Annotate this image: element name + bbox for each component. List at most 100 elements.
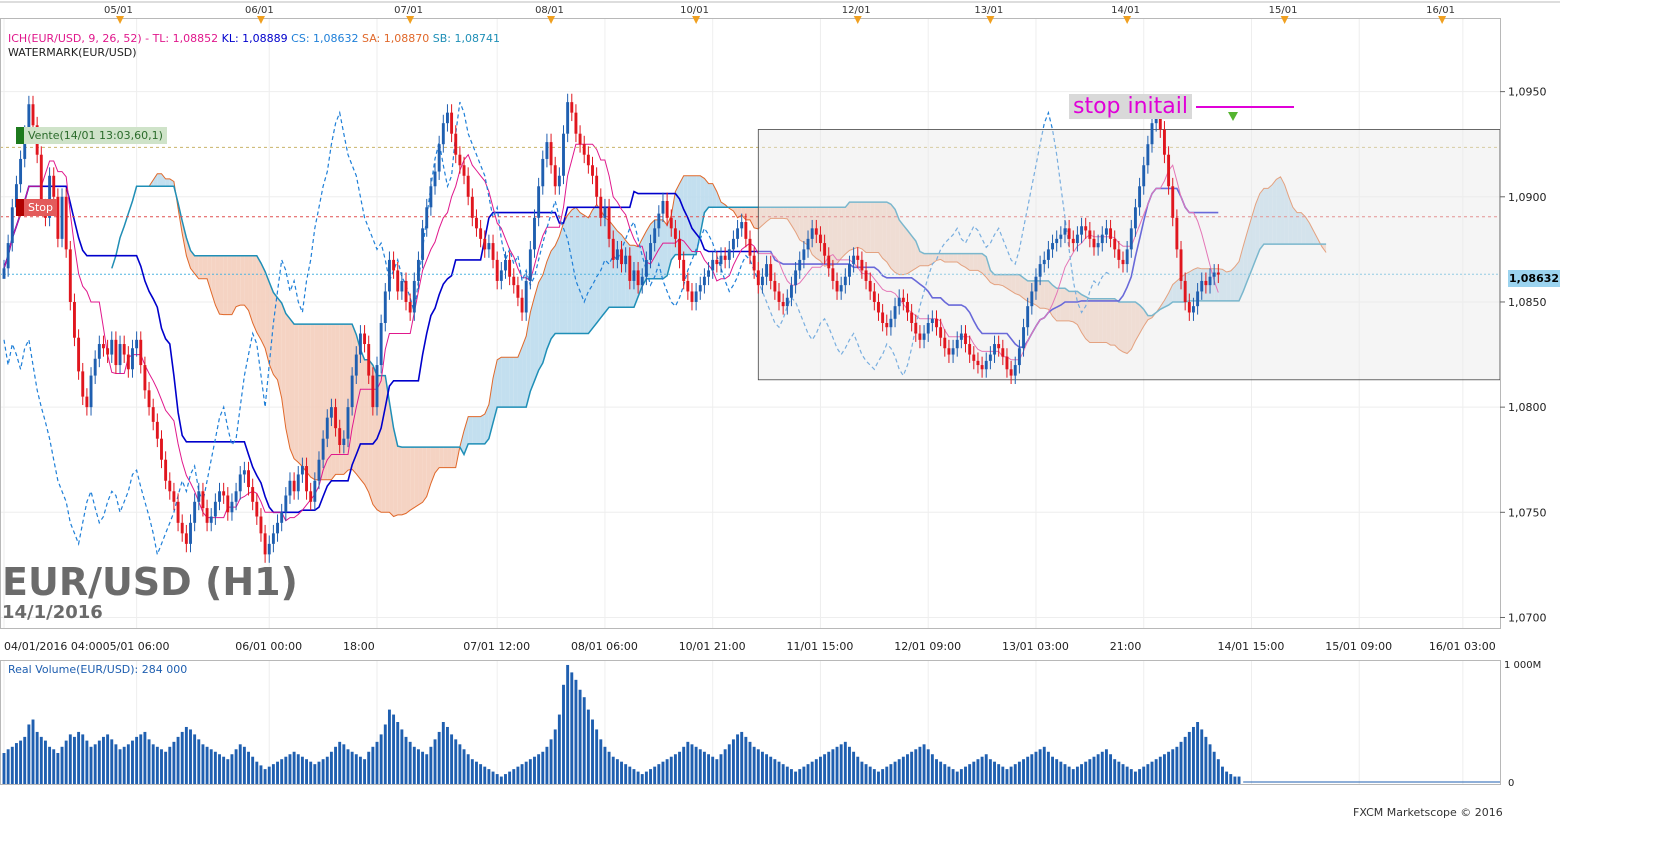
volume-bar: [557, 714, 561, 784]
cloud-segment: [401, 447, 407, 515]
volume-bar: [255, 761, 259, 784]
volume-bar: [404, 736, 408, 784]
cloud-segment: [468, 416, 473, 444]
cloud-segment: [443, 447, 448, 468]
candle-body: [354, 354, 358, 376]
cloud-segment: [567, 209, 572, 334]
candle-body: [1080, 226, 1084, 235]
candle-body: [1200, 280, 1204, 292]
volume-bar: [524, 761, 528, 784]
cloud-segment: [787, 207, 792, 226]
cloud-segment: [745, 207, 750, 220]
volume-bar: [387, 709, 391, 784]
candle-body: [329, 407, 333, 418]
cloud-segment: [754, 207, 759, 229]
volume-bar: [893, 761, 897, 784]
volume-bar: [512, 769, 516, 784]
candle-body: [520, 297, 524, 313]
volume-bar: [234, 749, 238, 784]
cloud-segment: [256, 255, 261, 340]
candle-body: [1001, 348, 1005, 357]
cloud-segment: [522, 336, 527, 408]
cloud-segment: [1168, 284, 1173, 306]
cloud-segment: [252, 255, 257, 333]
volume-bar: [64, 740, 68, 784]
candle-body: [877, 301, 880, 313]
cloud-segment: [505, 357, 510, 408]
cloud-segment: [439, 447, 444, 468]
cloud-segment: [1139, 305, 1144, 334]
volume-bar: [52, 749, 56, 784]
volume-bar: [85, 740, 89, 784]
candle-body: [1022, 327, 1025, 349]
volume-bar: [416, 749, 420, 784]
cloud-segment: [837, 207, 842, 264]
senkou-span-a-line: [111, 173, 1327, 518]
volume-bar: [562, 684, 565, 784]
volume-bar: [711, 756, 715, 784]
cloud-segment: [1243, 232, 1248, 292]
candle-body: [1158, 112, 1162, 130]
candle-body: [814, 228, 818, 235]
cloud-segment: [886, 202, 891, 269]
cloud-segment: [944, 253, 949, 262]
candle-body: [97, 344, 101, 359]
cloud-segment: [331, 324, 336, 480]
candle-body: [794, 270, 798, 286]
volume-bar: [325, 756, 329, 784]
cloud-segment: [907, 230, 912, 274]
volume-bar: [1038, 749, 1042, 784]
candle-body: [288, 480, 292, 496]
candle-body: [325, 417, 329, 439]
volume-bar: [56, 753, 60, 784]
volume-bar: [1113, 759, 1117, 784]
candle-body: [56, 196, 60, 239]
candle-body: [313, 480, 317, 502]
candle-body: [736, 228, 740, 239]
candle-body: [495, 259, 499, 281]
candle-body: [255, 501, 259, 517]
cloud-segment: [422, 447, 427, 503]
cloud-segment: [604, 217, 610, 313]
cloud-segment: [915, 240, 920, 269]
candle-body: [1030, 291, 1034, 307]
sell-order-tag[interactable]: Vente(14/01 13:03,60,1): [16, 127, 167, 144]
legend-ich: ICH(EUR/USD, 9, 26, 52) -: [8, 32, 150, 45]
candle-body: [114, 339, 118, 366]
candle-body: [1088, 230, 1092, 239]
candle-body: [383, 291, 387, 323]
cloud-segment: [335, 324, 340, 475]
volume-bar: [537, 754, 541, 784]
volume-bar: [686, 741, 690, 784]
volume-bar: [789, 769, 793, 784]
candle-body: [267, 543, 271, 555]
cloud-segment: [1280, 176, 1285, 245]
volume-bar: [1171, 749, 1175, 784]
volume-bar: [897, 759, 901, 784]
cloud-segment: [774, 207, 780, 219]
candle-body: [595, 175, 599, 197]
volume-bar: [487, 769, 491, 784]
cloud-segment: [1259, 188, 1264, 250]
candle-body: [346, 407, 350, 439]
volume-bar: [126, 744, 130, 784]
candle-body: [226, 495, 230, 513]
volume-bar: [752, 746, 756, 784]
x-tick-label: 21:00: [1110, 640, 1142, 653]
candle-body: [723, 255, 727, 260]
candle-body: [155, 421, 159, 439]
volume-bar: [1192, 726, 1195, 784]
volume-bar: [603, 746, 607, 784]
candle-body: [209, 516, 213, 523]
candle-body: [922, 333, 926, 340]
stop-order-tag[interactable]: Stop: [16, 199, 58, 216]
date-marker-icon: [853, 16, 862, 24]
volume-bar: [151, 744, 155, 784]
cloud-segment: [575, 207, 581, 334]
cloud-segment: [1189, 269, 1194, 301]
candle-body: [197, 491, 201, 502]
cloud-segment: [1006, 274, 1012, 291]
candle-body: [860, 259, 864, 271]
